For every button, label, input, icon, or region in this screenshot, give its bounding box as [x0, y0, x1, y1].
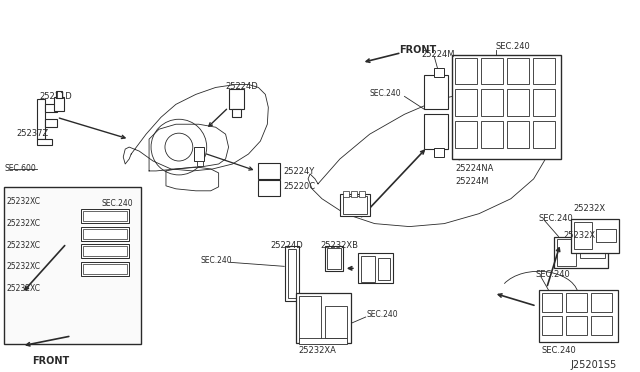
Text: 25232XC: 25232XC: [7, 284, 41, 293]
Bar: [351, 191, 356, 197]
Text: SEC.240: SEC.240: [201, 256, 232, 265]
Bar: [575, 222, 592, 250]
Bar: [532, 89, 554, 116]
Bar: [541, 293, 563, 312]
Bar: [596, 228, 616, 243]
Bar: [259, 163, 280, 179]
Bar: [507, 58, 529, 84]
Bar: [340, 194, 370, 216]
Bar: [566, 293, 588, 312]
Text: SEC.240: SEC.240: [541, 346, 577, 355]
Text: SEC.240: SEC.240: [496, 42, 531, 51]
Text: SEC.600: SEC.600: [5, 164, 36, 173]
Bar: [296, 293, 351, 343]
Text: 25232XB: 25232XB: [320, 241, 358, 250]
Bar: [591, 293, 612, 312]
Bar: [591, 316, 612, 335]
Text: SEC.240: SEC.240: [370, 89, 401, 99]
Text: 25224M: 25224M: [421, 50, 455, 59]
Text: 25232XC: 25232XC: [7, 197, 41, 206]
Bar: [288, 250, 296, 298]
Bar: [452, 55, 561, 159]
Text: SEC.240: SEC.240: [539, 214, 573, 223]
Bar: [325, 306, 347, 338]
Bar: [36, 99, 45, 139]
Bar: [557, 238, 577, 266]
Bar: [359, 191, 365, 197]
Bar: [435, 68, 444, 77]
Text: 25220C: 25220C: [284, 182, 316, 191]
Bar: [81, 262, 129, 276]
Bar: [36, 139, 52, 145]
Bar: [83, 211, 127, 221]
Bar: [541, 316, 563, 335]
Bar: [358, 253, 392, 283]
Bar: [4, 187, 141, 344]
Bar: [455, 121, 477, 148]
Bar: [81, 209, 129, 222]
Text: SEC.240: SEC.240: [536, 270, 570, 279]
Bar: [507, 121, 529, 148]
Bar: [45, 119, 56, 127]
Text: 25224D: 25224D: [270, 241, 303, 250]
Bar: [435, 148, 444, 157]
Bar: [424, 114, 448, 149]
Bar: [580, 247, 605, 259]
Text: 25232XC: 25232XC: [7, 262, 41, 271]
Bar: [45, 105, 56, 112]
Bar: [455, 89, 477, 116]
Bar: [554, 237, 608, 268]
Text: 25232XA: 25232XA: [298, 346, 336, 355]
Bar: [343, 191, 349, 197]
Text: J25201S5: J25201S5: [570, 360, 617, 370]
Bar: [481, 121, 503, 148]
Bar: [481, 58, 503, 84]
Bar: [56, 92, 61, 98]
Bar: [566, 316, 588, 335]
Text: 25232XC: 25232XC: [7, 241, 41, 250]
Text: 25224NA: 25224NA: [455, 164, 493, 173]
Bar: [424, 74, 448, 109]
Bar: [259, 180, 280, 196]
Text: 25232X: 25232X: [563, 231, 596, 240]
Bar: [83, 247, 127, 256]
Text: FRONT: FRONT: [399, 45, 436, 55]
Bar: [81, 227, 129, 241]
Text: SEC.240: SEC.240: [367, 310, 398, 319]
Bar: [299, 296, 321, 340]
Bar: [343, 196, 367, 214]
Bar: [455, 58, 477, 84]
Text: 25237Z: 25237Z: [17, 129, 49, 138]
Bar: [539, 290, 618, 342]
Text: 25232X: 25232X: [573, 204, 605, 213]
Text: 25211D: 25211D: [40, 92, 72, 102]
Bar: [572, 219, 619, 253]
Bar: [299, 338, 347, 344]
Bar: [481, 89, 503, 116]
Bar: [81, 244, 129, 259]
Bar: [378, 259, 390, 280]
Bar: [54, 97, 63, 111]
Text: 25224D: 25224D: [225, 83, 259, 92]
Bar: [232, 109, 241, 117]
Text: 25232XC: 25232XC: [7, 219, 41, 228]
Bar: [228, 89, 244, 109]
Bar: [507, 89, 529, 116]
Bar: [327, 248, 341, 269]
Bar: [361, 256, 374, 282]
Bar: [325, 247, 343, 271]
Text: 25224Y: 25224Y: [284, 167, 314, 176]
Bar: [83, 228, 127, 238]
Bar: [532, 121, 554, 148]
Bar: [83, 264, 127, 274]
Text: FRONT: FRONT: [32, 356, 69, 366]
Text: SEC.240: SEC.240: [101, 199, 133, 208]
Bar: [285, 247, 299, 301]
Bar: [532, 58, 554, 84]
Text: 25224M: 25224M: [455, 177, 489, 186]
Bar: [196, 161, 203, 166]
Bar: [194, 147, 204, 161]
